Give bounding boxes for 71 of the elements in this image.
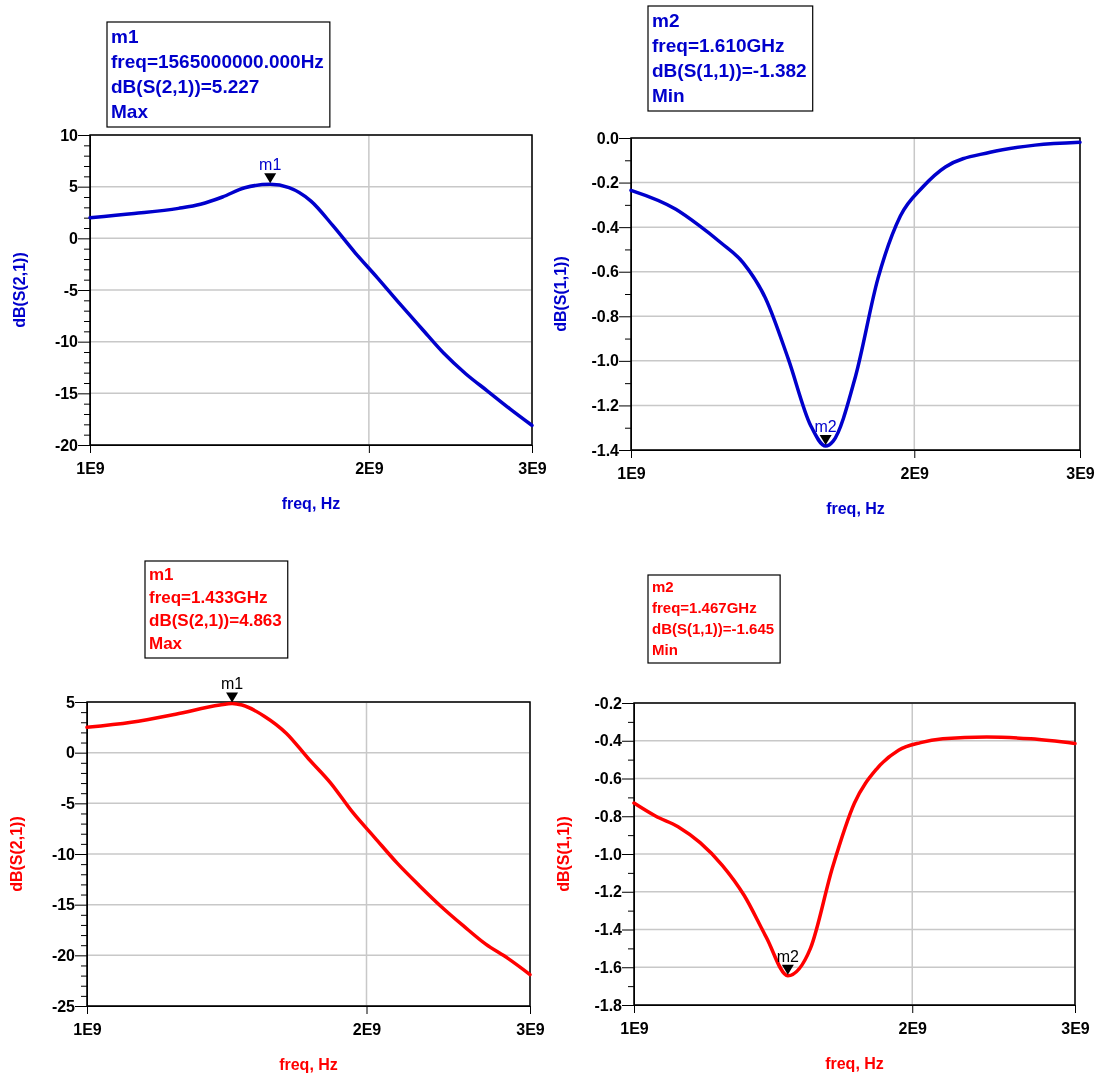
x-tick-label: 2E9 <box>898 1019 928 1037</box>
x-tick-label: 1E9 <box>76 459 105 477</box>
x-tick-label: 3E9 <box>1066 464 1095 482</box>
y-tick-label: -0.2 <box>591 174 620 192</box>
y-tick-label: -0.2 <box>594 694 623 712</box>
text: dB(S(1,1))=-1.382 <box>652 60 807 81</box>
y-tick-label: -1.0 <box>591 352 620 370</box>
y-axis-title: dB(S(1,1)) <box>552 256 569 332</box>
text: Min <box>652 85 685 106</box>
x-tick-label: 2E9 <box>355 459 384 477</box>
x-tick-label: 2E9 <box>900 464 930 482</box>
text: m1 <box>111 26 139 47</box>
x-axis-title: freq, Hz <box>281 495 341 512</box>
annotation: m2 <box>776 947 800 965</box>
y-tick-label: -1.2 <box>591 397 620 415</box>
y-tick-label: -10 <box>54 333 79 351</box>
x-axis-title: freq, Hz <box>279 1056 338 1073</box>
x-tick-label: 3E9 <box>1061 1019 1090 1037</box>
annotation: m1 <box>220 675 244 693</box>
y-tick-label: -1.4 <box>594 921 623 939</box>
y-tick-label: -0.4 <box>591 218 620 236</box>
y-tick-label: -1.2 <box>594 883 623 901</box>
text: freq=1.433GHz <box>149 588 268 607</box>
x-axis-title: freq, Hz <box>826 500 885 517</box>
x-tick-label: 2E9 <box>352 1020 382 1038</box>
annotation: m2 <box>814 417 837 435</box>
y-tick-label: -20 <box>54 436 79 454</box>
x-axis-title: freq, Hz <box>825 1055 884 1072</box>
y-tick-label: 0 <box>66 744 76 762</box>
y-tick-label: 5 <box>69 178 79 196</box>
y-tick-label: -1.8 <box>594 996 623 1014</box>
text: m2 <box>652 578 674 595</box>
x-tick-label: 1E9 <box>620 1019 649 1037</box>
y-tick-label: -10 <box>51 845 76 863</box>
y-tick-label: 10 <box>60 126 79 144</box>
y-tick-label: -0.8 <box>594 807 623 825</box>
text: Min <box>652 641 678 658</box>
y-tick-label: -0.8 <box>591 307 620 325</box>
text: Max <box>149 634 183 653</box>
text: freq=1.610GHz <box>652 35 785 56</box>
y-tick-label: -1.6 <box>594 958 623 976</box>
x-tick-label: 1E9 <box>73 1020 102 1038</box>
y-axis-title: dB(S(2,1)) <box>8 816 25 892</box>
text: freq=1.467GHz <box>652 599 757 616</box>
y-tick-label: 0.0 <box>596 129 620 147</box>
y-tick-label: -0.6 <box>594 770 623 788</box>
y-tick-label: -15 <box>51 896 76 914</box>
y-tick-label: -15 <box>54 384 79 402</box>
y-tick-label: 5 <box>66 693 76 711</box>
y-tick-label: -1.4 <box>591 441 620 459</box>
x-tick-label: 1E9 <box>617 464 646 482</box>
y-tick-label: -1.0 <box>594 845 623 863</box>
x-tick-label: 3E9 <box>516 1020 545 1038</box>
text: freq=1565000000.000Hz <box>111 51 324 72</box>
annotation: m1 <box>259 156 282 174</box>
text: m2 <box>652 10 680 31</box>
text: m1 <box>149 565 174 584</box>
y-tick-label: 0 <box>69 229 79 247</box>
x-tick-label: 3E9 <box>518 459 547 477</box>
y-axis-title: dB(S(1,1)) <box>555 816 572 892</box>
text: dB(S(2,1))=5.227 <box>111 76 260 97</box>
text: dB(S(2,1))=4.863 <box>149 611 282 630</box>
y-tick-label: -5 <box>63 281 79 299</box>
y-tick-label: -20 <box>51 946 76 964</box>
y-axis-title: dB(S(2,1)) <box>11 252 28 328</box>
y-tick-label: -25 <box>51 997 76 1015</box>
y-tick-label: -5 <box>60 794 76 812</box>
y-tick-label: -0.4 <box>594 732 623 750</box>
text: dB(S(1,1))=-1.645 <box>652 620 775 637</box>
y-tick-label: -0.6 <box>591 263 620 281</box>
text: Max <box>111 101 149 122</box>
